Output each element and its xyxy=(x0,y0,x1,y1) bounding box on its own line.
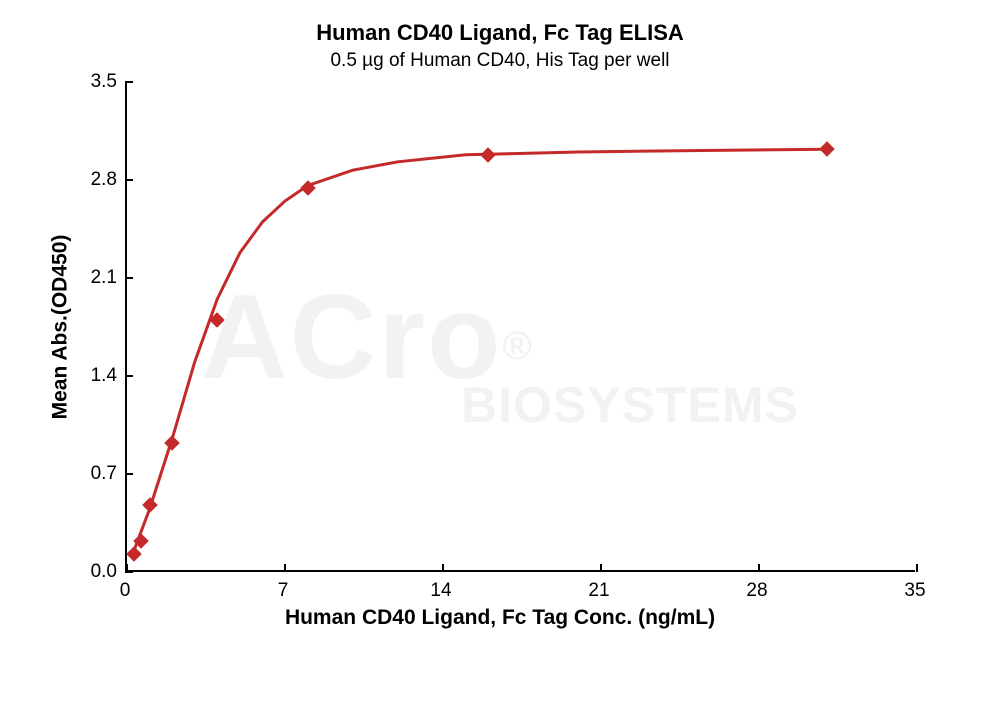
y-tick-label: 2.8 xyxy=(91,169,117,191)
x-tick-mark xyxy=(284,564,286,572)
x-tick-label: 28 xyxy=(746,580,767,602)
x-tick-label: 21 xyxy=(588,580,609,602)
x-tick-label: 35 xyxy=(904,580,925,602)
y-tick-label: 2.1 xyxy=(91,267,117,289)
x-tick-label: 0 xyxy=(120,580,131,602)
x-tick-mark xyxy=(442,564,444,572)
plot-row: Mean Abs.(OD450) 0.00.71.42.12.83.5 xyxy=(40,82,960,572)
curve-path xyxy=(134,149,827,551)
y-tick-mark xyxy=(125,81,133,83)
y-tick-label: 0.7 xyxy=(91,463,117,485)
y-tick-label: 3.5 xyxy=(91,71,117,93)
chart-subtitle: 0.5 µg of Human CD40, His Tag per well xyxy=(40,50,960,72)
x-tick-label: 7 xyxy=(278,580,289,602)
y-tick-column: 0.00.71.42.12.83.5 xyxy=(80,82,125,572)
x-tick-mark xyxy=(600,564,602,572)
ylabel-column: Mean Abs.(OD450) xyxy=(40,82,80,572)
chart-container: Human CD40 Ligand, Fc Tag ELISA 0.5 µg o… xyxy=(40,20,960,672)
y-tick-label: 0.0 xyxy=(91,561,117,583)
y-tick-mark xyxy=(125,473,133,475)
x-tick-mark xyxy=(758,564,760,572)
y-tick-mark xyxy=(125,179,133,181)
y-axis-label: Mean Abs.(OD450) xyxy=(48,235,72,420)
y-tick-mark xyxy=(125,375,133,377)
chart-title: Human CD40 Ligand, Fc Tag ELISA xyxy=(40,20,960,46)
x-tick-mark xyxy=(126,564,128,572)
x-tick-row: 0714212835 xyxy=(125,572,915,602)
x-tick-label: 14 xyxy=(430,580,451,602)
x-tick-mark xyxy=(916,564,918,572)
y-tick-mark xyxy=(125,277,133,279)
plot-area xyxy=(125,82,915,572)
y-tick-label: 1.4 xyxy=(91,365,117,387)
x-axis-label: Human CD40 Ligand, Fc Tag Conc. (ng/mL) xyxy=(40,606,960,630)
fitted-curve xyxy=(127,82,917,572)
